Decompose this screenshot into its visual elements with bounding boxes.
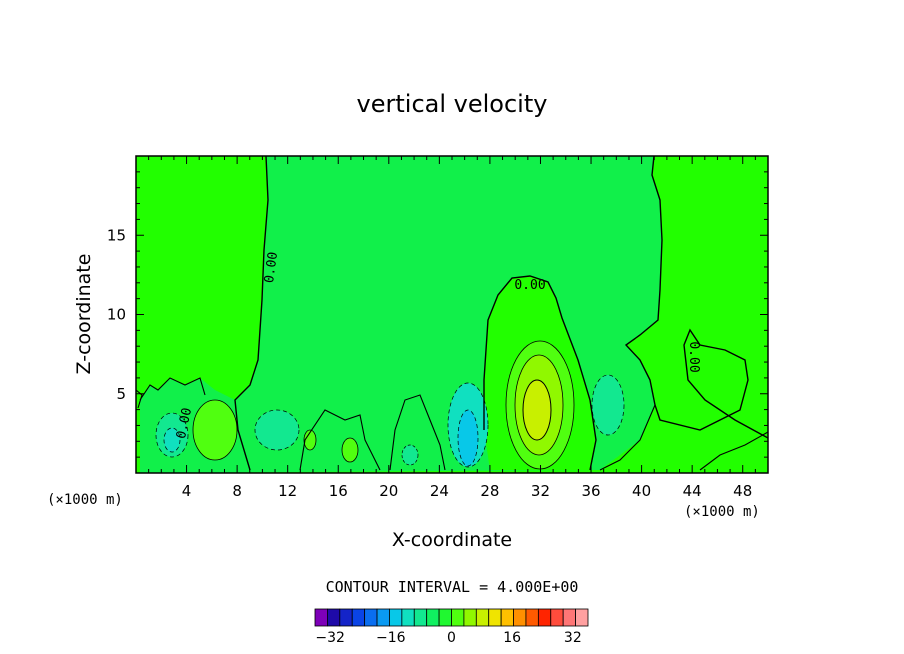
x-tick-label: 48 (733, 482, 752, 500)
x-tick-label: 28 (480, 482, 499, 500)
colorbar-swatch (376, 608, 390, 627)
colorbar-swatch (537, 608, 552, 627)
colorbar-swatch (550, 608, 564, 627)
colorbar-tick-label: 16 (503, 630, 521, 646)
colorbar: −32 −16 0 16 32 (314, 608, 589, 646)
chart-title: vertical velocity (357, 90, 548, 118)
y-axis-label: Z-coordinate (73, 254, 95, 375)
colorbar-swatch (438, 608, 452, 627)
colorbar-swatch (451, 608, 465, 627)
colorbar-swatch (401, 608, 415, 627)
colorbar-swatch (525, 608, 539, 627)
x-tick-label: 12 (278, 482, 297, 500)
contour-label: 0.00 (686, 341, 701, 372)
colorbar-swatch (327, 608, 341, 627)
x-tick-label: 16 (329, 482, 348, 500)
left-updraft (192, 399, 238, 461)
x-tick-label: 36 (581, 482, 600, 500)
x-tick-label: 8 (232, 482, 242, 500)
colorbar-tick-label: 32 (564, 630, 582, 646)
x-tick-label: 4 (182, 482, 192, 500)
colorbar-swatch (575, 608, 589, 627)
y-tick-label: 10 (107, 306, 126, 324)
zero-contour-right (624, 156, 768, 439)
colorbar-swatch (351, 608, 366, 627)
small-feature-2 (303, 429, 317, 451)
colorbar-swatch (413, 608, 428, 627)
contour-label: 0.00 (174, 406, 195, 440)
x-tick-label: 40 (632, 482, 651, 500)
x-unit-label-left: (×1000 m) (47, 492, 123, 508)
colorbar-tick-label: −16 (376, 630, 406, 646)
colorbar-swatch (513, 608, 527, 627)
y-tick-label: 15 (107, 226, 126, 244)
y-axis-ticks: 5 10 15 (107, 171, 768, 458)
x-tick-label: 32 (531, 482, 550, 500)
colorbar-swatch (475, 608, 490, 627)
contour-label: 0.00 (514, 278, 545, 293)
left-downdraft-2 (163, 427, 181, 453)
x-tick-label: 20 (379, 482, 398, 500)
x-tick-label: 44 (683, 482, 702, 500)
zero-contour-plume (483, 275, 597, 471)
zero-contour-left (234, 156, 269, 471)
colorbar-swatch (463, 608, 477, 627)
x-tick-label: 24 (430, 482, 449, 500)
colorbar-swatch (364, 608, 378, 627)
y-tick-label: 5 (116, 385, 126, 403)
colorbar-swatch (488, 608, 502, 627)
colorbar-swatch (562, 608, 576, 627)
colorbar-swatch (314, 608, 328, 627)
contour-interval-text: CONTOUR INTERVAL = 4.000E+00 (326, 578, 579, 596)
small-feature-3 (401, 444, 419, 466)
right-downdraft (591, 374, 625, 436)
colorbar-swatch (426, 608, 440, 627)
colorbar-swatch (500, 608, 514, 627)
boundary-contour (136, 389, 768, 471)
colorbar-tick-label: 0 (447, 630, 456, 646)
x-unit-label-right: (×1000 m) (684, 504, 760, 520)
x-axis-label: X-coordinate (392, 529, 512, 551)
mid-downdraft (254, 409, 300, 451)
x-axis-ticks: 4 8 12 16 20 24 28 32 36 40 44 48 (148, 156, 756, 500)
colorbar-swatch (389, 608, 403, 627)
contour-label: 0.00 (262, 251, 281, 284)
downdraft-ring-2 (457, 409, 479, 467)
small-feature-1 (341, 437, 359, 463)
zero-contour-lower (139, 377, 656, 471)
updraft-ring-3 (522, 379, 552, 441)
plot-area (136, 156, 768, 473)
colorbar-swatch (339, 608, 353, 627)
colorbar-tick-label: −32 (315, 630, 345, 646)
